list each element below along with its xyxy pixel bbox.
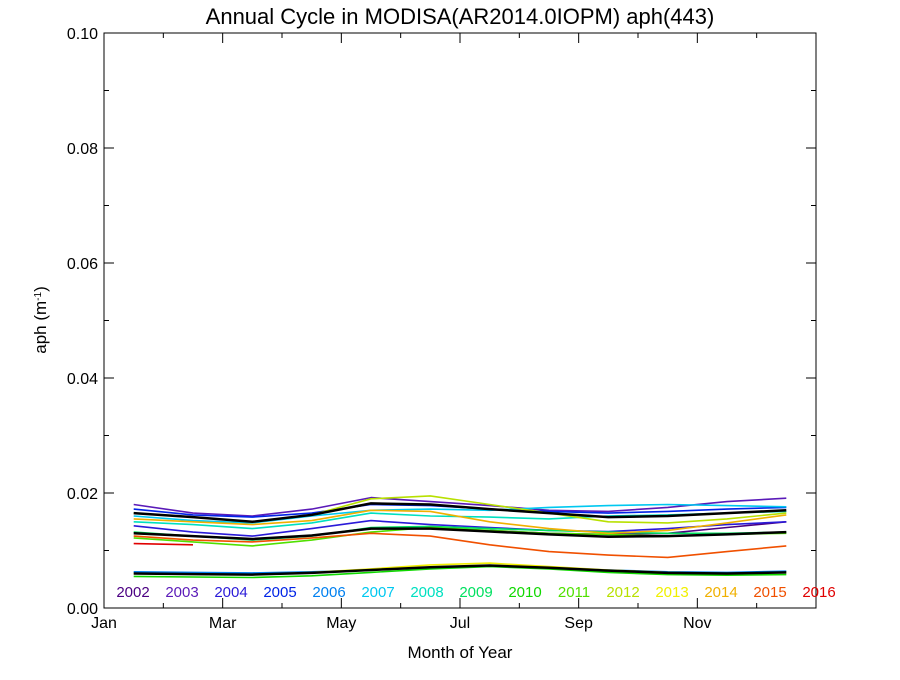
series-line-aggregate-16 xyxy=(133,527,787,541)
legend: 2002 2003 2004 2005 2006 2007 2008 2009 2010 2011… xyxy=(116,584,835,601)
legend-item-2008: 2008 xyxy=(410,584,443,601)
y-tick-label: 0.00 xyxy=(67,601,98,618)
legend-item-2007: 2007 xyxy=(361,584,394,601)
x-tick-label: May xyxy=(326,615,356,632)
legend-item-2012: 2012 xyxy=(606,584,639,601)
series-line-2004 xyxy=(133,519,787,537)
y-tick-label: 0.04 xyxy=(67,371,98,388)
legend-item-2002: 2002 xyxy=(116,584,149,601)
y-tick-label: 0.08 xyxy=(67,141,98,158)
legend-item-2003: 2003 xyxy=(165,584,198,601)
legend-item-2006: 2006 xyxy=(312,584,345,601)
legend-item-2011: 2011 xyxy=(558,584,590,601)
series-line-2003 xyxy=(133,496,787,517)
legend-item-2015: 2015 xyxy=(753,584,786,601)
y-tick-label: 0.10 xyxy=(67,26,98,43)
legend-item-2014: 2014 xyxy=(704,584,737,601)
series-line-2016 xyxy=(133,542,194,546)
x-tick-label: Jan xyxy=(91,615,117,632)
x-tick-label: Sep xyxy=(564,615,593,632)
series-line-2015 xyxy=(133,532,787,559)
x-tick-label: Nov xyxy=(683,615,711,632)
series-line-2007 xyxy=(133,503,787,524)
legend-item-2009: 2009 xyxy=(459,584,492,601)
x-tick-label: Mar xyxy=(209,615,237,632)
x-tick-label: Jul xyxy=(450,615,470,632)
legend-item-2004: 2004 xyxy=(214,584,247,601)
chart-title: Annual Cycle in MODISA(AR2014.0IOPM) aph… xyxy=(206,4,715,29)
series-line-aggregate-17 xyxy=(133,564,787,576)
y-tick-label: 0.02 xyxy=(67,486,98,503)
series-line-aggregate-15 xyxy=(133,502,787,524)
y-axis-label-sup: -1 xyxy=(33,291,44,300)
y-axis-label-end: ) xyxy=(31,286,50,292)
legend-item-2010: 2010 xyxy=(508,584,541,601)
y-axis-label: aph (m-1) xyxy=(31,286,50,354)
x-axis-label: Month of Year xyxy=(408,643,513,662)
legend-item-2016: 2016 xyxy=(802,584,835,601)
y-tick-label: 0.06 xyxy=(67,256,98,273)
legend-item-2013: 2013 xyxy=(655,584,688,601)
plot-area: Jan Mar May Jul Sep Nov 0.00 0.02 0.04 0.06 0.08 0.… xyxy=(67,26,817,632)
legend-item-2005: 2005 xyxy=(263,584,296,601)
series-line-2010 xyxy=(133,565,787,579)
series-line-2014 xyxy=(133,509,787,535)
y-axis-label-main: aph (m xyxy=(31,301,50,354)
series-lines xyxy=(133,495,787,579)
